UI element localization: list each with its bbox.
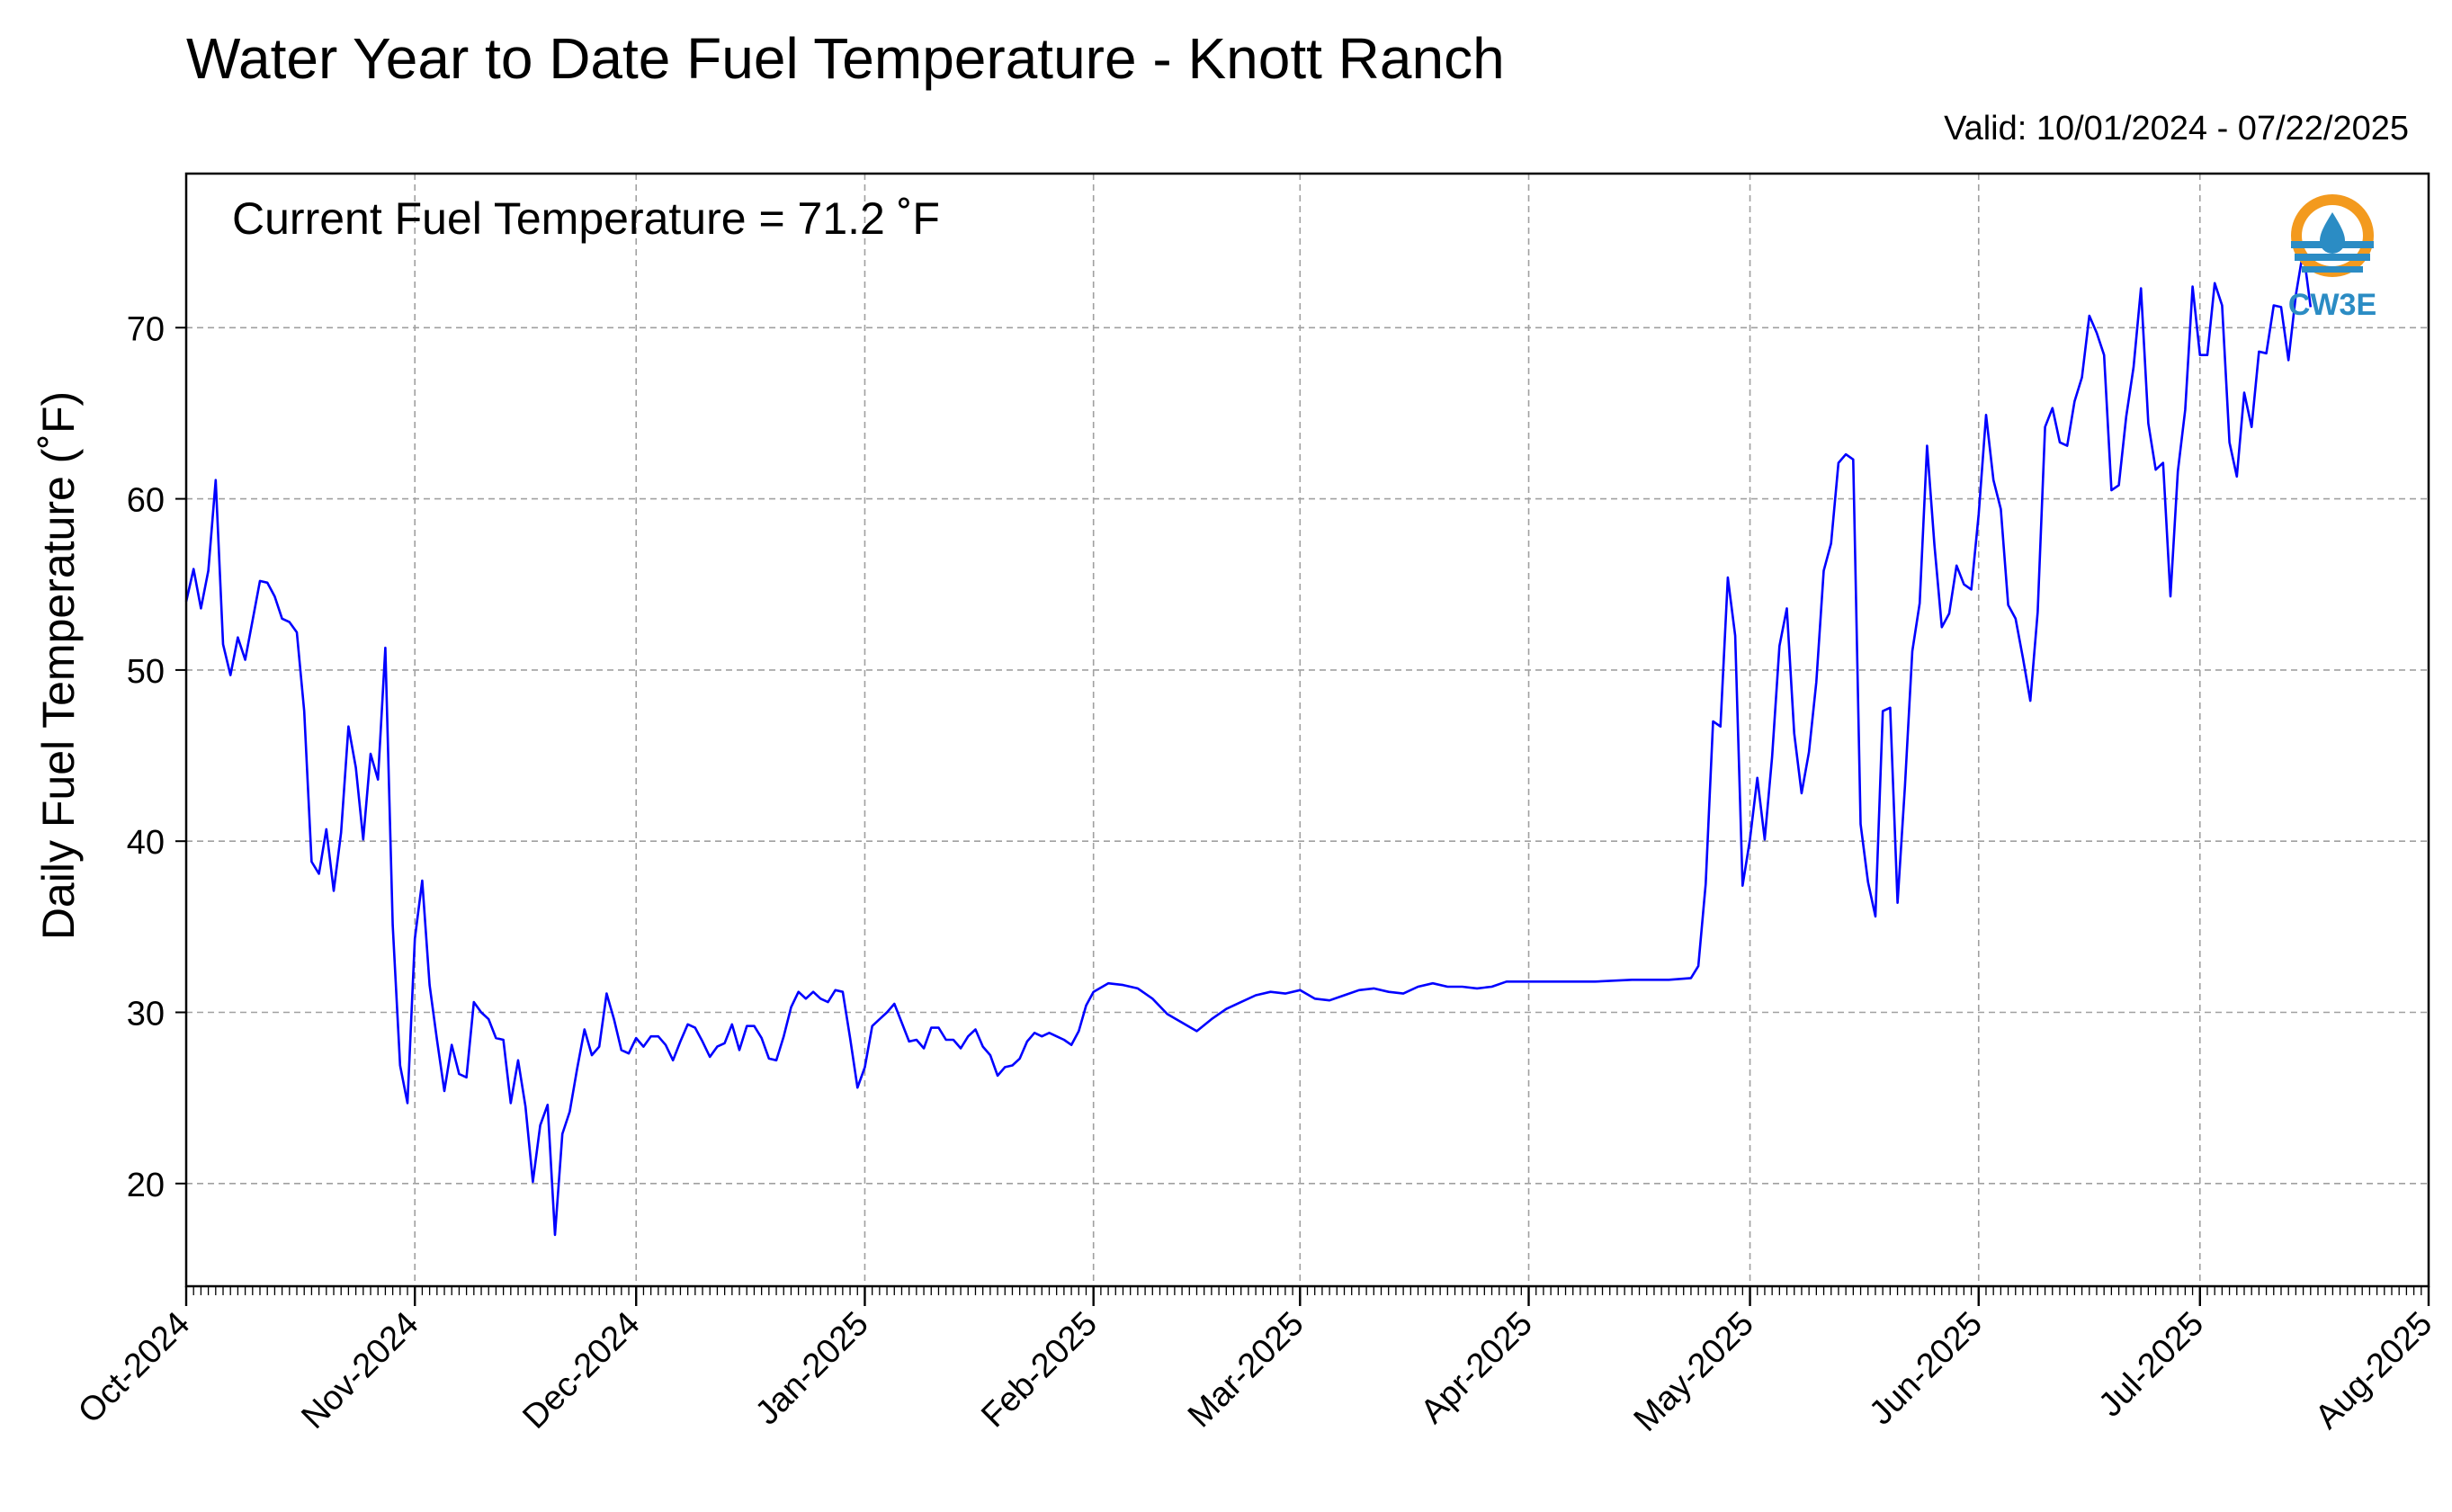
y-tick-label: 60 <box>127 482 165 520</box>
fuel-temperature-line <box>184 249 2313 1237</box>
x-tick-label: Feb-2025 <box>974 1305 1105 1436</box>
series-layer <box>184 249 2313 1237</box>
logo-wave-2 <box>2295 254 2370 261</box>
plot-frame <box>184 172 2430 1288</box>
x-tick-label: Mar-2025 <box>1181 1305 1311 1436</box>
x-tick-label: Apr-2025 <box>1414 1305 1540 1431</box>
x-tick-label: Aug-2025 <box>2308 1305 2439 1436</box>
x-tick-label: Jun-2025 <box>1862 1305 1990 1433</box>
y-tick-label: 30 <box>127 996 165 1033</box>
current-temperature-annotation: Current Fuel Temperature = 71.2 ˚F <box>232 193 940 244</box>
y-tick-label: 40 <box>127 824 165 862</box>
x-tick-label: Jan-2025 <box>748 1305 876 1433</box>
logo-wave-3 <box>2302 266 2363 273</box>
x-tick-label: Dec-2024 <box>515 1305 647 1436</box>
y-tick-label: 50 <box>127 653 165 691</box>
valid-date-range: Valid: 10/01/2024 - 07/22/2025 <box>1944 110 2409 148</box>
x-tick-label: Oct-2024 <box>71 1305 197 1431</box>
logo-drop-icon <box>2320 212 2345 254</box>
logo-text: CW3E <box>2288 288 2376 322</box>
x-tick-label: Nov-2024 <box>294 1305 425 1436</box>
y-tick-label: 70 <box>127 310 165 348</box>
cw3e-logo: CW3E <box>2288 194 2376 322</box>
grid-lines <box>186 174 2429 1286</box>
axis-ticks: 20 30 40 50 60 70 Oct-2024 Nov-2024 Dec-2024 Jan-… <box>71 310 2439 1439</box>
x-tick-label: Jul-2025 <box>2091 1305 2211 1425</box>
y-tick-label: 20 <box>127 1167 165 1204</box>
x-tick-label: May-2025 <box>1627 1305 1761 1439</box>
chart-title: Water Year to Date Fuel Temperature - Kn… <box>186 26 1505 91</box>
y-axis-label: Daily Fuel Temperature (˚F) <box>33 391 84 940</box>
